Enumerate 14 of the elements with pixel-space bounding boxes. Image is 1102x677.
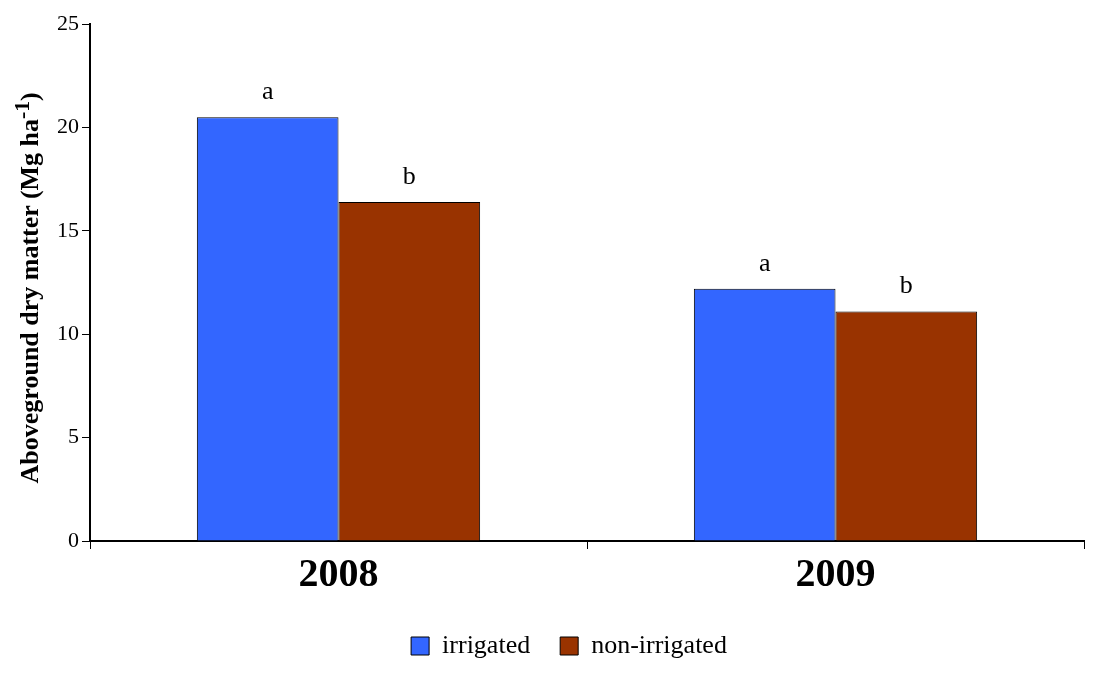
y-tick-label: 15 — [57, 216, 79, 242]
x-tick-label: 2008 — [298, 550, 379, 596]
y-tick-label: 5 — [68, 423, 79, 449]
x-tick-label: 2009 — [795, 550, 876, 596]
legend-label: irrigated — [442, 629, 531, 659]
y-tick-label: 25 — [57, 9, 79, 35]
y-tick-label: 0 — [68, 526, 79, 552]
legend-label: non-irrigated — [591, 629, 727, 659]
y-tick-label: 20 — [57, 113, 79, 139]
annotation: a — [758, 247, 771, 277]
annotation: a — [261, 76, 274, 106]
y-tick-label: 10 — [57, 320, 79, 346]
annotation: b — [402, 160, 416, 190]
annotation: b — [899, 270, 913, 300]
